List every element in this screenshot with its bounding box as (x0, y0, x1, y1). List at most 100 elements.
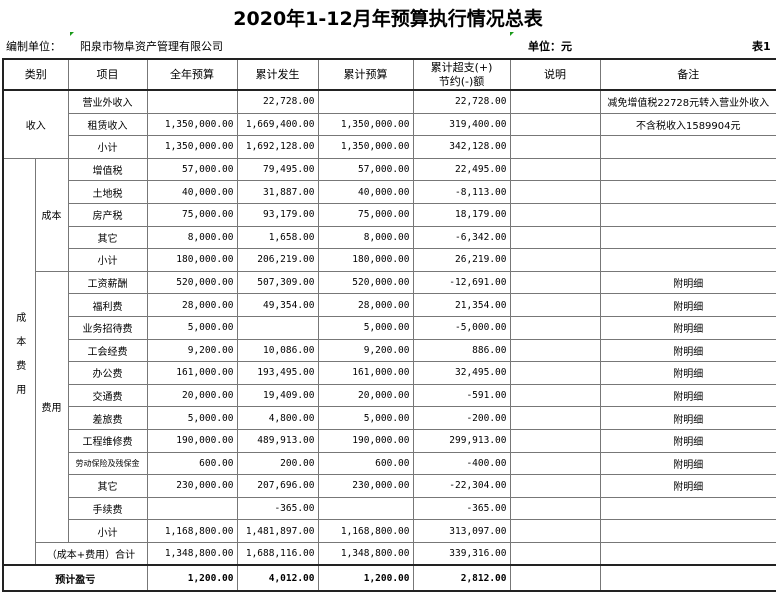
cell-description[interactable] (509, 451, 601, 476)
cell-note[interactable] (599, 248, 776, 272)
cell-diff[interactable]: 18,179.00 (412, 202, 511, 227)
cell-description[interactable] (509, 315, 601, 340)
cell-diff[interactable]: -591.00 (412, 383, 511, 408)
cell-actual[interactable]: -365.00 (236, 496, 319, 521)
cell-budget[interactable]: 161,000.00 (146, 361, 238, 385)
cell-budget[interactable]: 600.00 (146, 451, 238, 476)
cell-item[interactable]: 交通费 (67, 383, 148, 408)
column-header[interactable]: 累计发生 (236, 58, 319, 91)
cell-diff[interactable]: 886.00 (412, 338, 511, 363)
column-header[interactable]: 项目 (67, 58, 148, 91)
cell-note[interactable]: 不含税收入1589904元 (599, 112, 776, 137)
cell-actual[interactable]: 1,692,128.00 (236, 135, 319, 159)
cell-cum-budget[interactable]: 5,000.00 (317, 406, 414, 430)
column-header[interactable]: 类别 (2, 58, 69, 91)
cell-cum-budget[interactable]: 57,000.00 (317, 157, 414, 182)
cell-cum-budget[interactable]: 190,000.00 (317, 428, 414, 453)
cell-item[interactable]: 办公费 (67, 361, 148, 385)
cell-actual[interactable]: 93,179.00 (236, 202, 319, 227)
cell-budget[interactable]: 20,000.00 (146, 383, 238, 408)
cell-note[interactable] (599, 225, 776, 250)
cell-item[interactable]: 小计 (67, 248, 148, 272)
cell-description[interactable] (509, 248, 601, 272)
cell-budget[interactable]: 1,200.00 (146, 564, 238, 592)
cell-actual[interactable] (236, 315, 319, 340)
cell-note[interactable] (599, 157, 776, 182)
cell-diff[interactable]: -400.00 (412, 451, 511, 476)
cell-diff[interactable]: 22,728.00 (412, 89, 511, 114)
cell-actual[interactable]: 200.00 (236, 451, 319, 476)
cell-cum-budget[interactable]: 20,000.00 (317, 383, 414, 408)
cell-actual[interactable]: 1,481,897.00 (236, 519, 319, 543)
cell-note[interactable]: 附明细 (599, 451, 776, 476)
cell-cum-budget[interactable]: 1,168,800.00 (317, 519, 414, 543)
cell-note[interactable] (599, 180, 776, 204)
column-header[interactable]: 说明 (509, 58, 601, 91)
cell-note[interactable] (599, 496, 776, 521)
cell-note[interactable]: 附明细 (599, 270, 776, 295)
cell-note[interactable]: 附明细 (599, 293, 776, 317)
cell-description[interactable] (509, 406, 601, 430)
cell-item[interactable]: 工会经费 (67, 338, 148, 363)
cell-diff[interactable]: -8,113.00 (412, 180, 511, 204)
cell-cum-budget[interactable]: 161,000.00 (317, 361, 414, 385)
cell-note[interactable]: 附明细 (599, 338, 776, 363)
cell-item[interactable]: 租赁收入 (67, 112, 148, 137)
cell-cum-budget[interactable]: 1,350,000.00 (317, 135, 414, 159)
column-header[interactable]: 累计超支(+) 节约(-)额 (412, 58, 511, 91)
column-header[interactable]: 全年预算 (146, 58, 238, 91)
cell-cum-budget[interactable]: 1,200.00 (317, 564, 414, 592)
cell-diff[interactable]: 26,219.00 (412, 248, 511, 272)
cell-actual[interactable]: 22,728.00 (236, 89, 319, 114)
cell-description[interactable] (509, 112, 601, 137)
category-cost-expense[interactable]: 成本费用 (2, 157, 36, 566)
cell-description[interactable] (509, 180, 601, 204)
cell-actual[interactable]: 31,887.00 (236, 180, 319, 204)
cell-budget[interactable]: 28,000.00 (146, 293, 238, 317)
cell-note[interactable]: 减免增值税22728元转入营业外收入 (599, 89, 776, 114)
cell-cum-budget[interactable]: 40,000.00 (317, 180, 414, 204)
cell-description[interactable] (509, 519, 601, 543)
cell-description[interactable] (509, 474, 601, 498)
subcategory-expense[interactable]: 费用 (34, 270, 69, 543)
cell-cum-budget[interactable] (317, 496, 414, 521)
cell-actual[interactable]: 489,913.00 (236, 428, 319, 453)
cell-actual[interactable]: 49,354.00 (236, 293, 319, 317)
cell-item-profit[interactable]: 预计盈亏 (2, 564, 148, 592)
cell-description[interactable] (509, 496, 601, 521)
cell-budget[interactable] (146, 89, 238, 114)
cell-budget[interactable]: 40,000.00 (146, 180, 238, 204)
cell-description[interactable] (509, 338, 601, 363)
cell-item[interactable]: 房产税 (67, 202, 148, 227)
cell-actual[interactable]: 4,800.00 (236, 406, 319, 430)
cell-item[interactable]: 劳动保险及残保金 (67, 451, 148, 476)
cell-cum-budget[interactable]: 75,000.00 (317, 202, 414, 227)
cell-item[interactable]: 业务招待费 (67, 315, 148, 340)
cell-diff[interactable]: -365.00 (412, 496, 511, 521)
cell-item[interactable]: 工程维修费 (67, 428, 148, 453)
cell-item[interactable]: 土地税 (67, 180, 148, 204)
cell-description[interactable] (509, 270, 601, 295)
cell-cum-budget[interactable]: 600.00 (317, 451, 414, 476)
cell-actual[interactable]: 207,696.00 (236, 474, 319, 498)
cell-budget[interactable]: 75,000.00 (146, 202, 238, 227)
cell-note[interactable]: 附明细 (599, 406, 776, 430)
cell-budget[interactable]: 57,000.00 (146, 157, 238, 182)
cell-description[interactable] (509, 428, 601, 453)
category-income[interactable]: 收入 (2, 89, 69, 159)
cell-budget[interactable]: 180,000.00 (146, 248, 238, 272)
cell-cum-budget[interactable]: 5,000.00 (317, 315, 414, 340)
cell-note[interactable]: 附明细 (599, 383, 776, 408)
cell-item[interactable]: 差旅费 (67, 406, 148, 430)
cell-item[interactable]: 其它 (67, 225, 148, 250)
cell-note[interactable] (599, 541, 776, 566)
cell-diff[interactable]: -200.00 (412, 406, 511, 430)
cell-budget[interactable]: 9,200.00 (146, 338, 238, 363)
cell-description[interactable] (509, 293, 601, 317)
cell-cum-budget[interactable]: 1,348,800.00 (317, 541, 414, 566)
cell-diff[interactable]: -12,691.00 (412, 270, 511, 295)
cell-budget[interactable]: 8,000.00 (146, 225, 238, 250)
cell-description[interactable] (509, 157, 601, 182)
cell-budget[interactable]: 1,350,000.00 (146, 112, 238, 137)
cell-cum-budget[interactable]: 180,000.00 (317, 248, 414, 272)
